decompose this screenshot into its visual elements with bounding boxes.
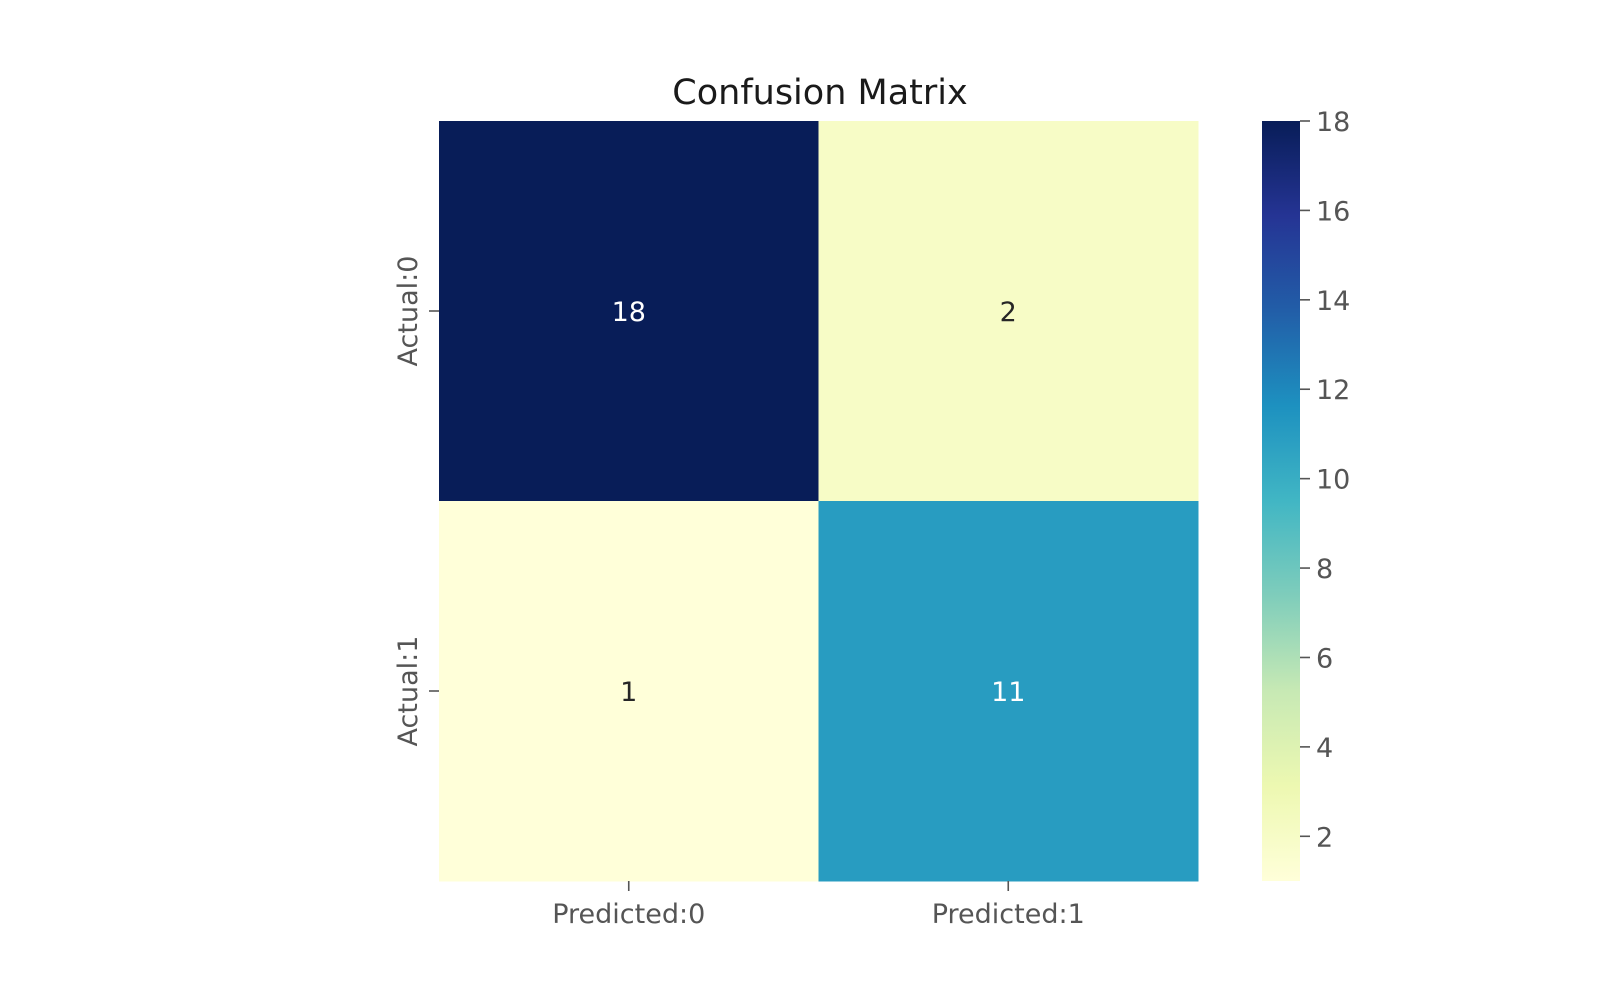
cell-value-label: 18 [612, 297, 646, 328]
colorbar-tick-label: 12 [1316, 375, 1350, 406]
y-axis: Actual:0 Actual:1 [393, 256, 439, 747]
y-tick-label: Actual:0 [393, 256, 424, 367]
chart-title: Confusion Matrix [672, 73, 967, 113]
cell-value-label: 11 [991, 677, 1025, 708]
colorbar-tick-label: 8 [1316, 554, 1333, 585]
heatmap-cell [439, 121, 819, 502]
x-tick-label: Predicted:0 [552, 899, 705, 930]
colorbar-tick-label: 2 [1316, 822, 1333, 853]
colorbar-tick-label: 4 [1316, 733, 1333, 764]
colorbar-tick-label: 14 [1316, 286, 1350, 317]
heatmap-cell [818, 501, 1199, 882]
x-tick-label: Predicted:1 [932, 899, 1085, 930]
colorbar-tick-label: 16 [1316, 196, 1350, 227]
colorbar-ticks: 2 4 6 8 10 12 14 16 18 [1300, 107, 1350, 853]
colorbar-tick-label: 6 [1316, 643, 1333, 674]
heatmap-cell [439, 501, 819, 882]
y-tick-label: Actual:1 [393, 636, 424, 747]
colorbar-tick-label: 10 [1316, 465, 1350, 496]
x-axis: Predicted:0 Predicted:1 [552, 881, 1085, 930]
cell-value-label: 1 [620, 677, 637, 708]
colorbar-tick-label: 18 [1316, 107, 1350, 138]
colorbar [1262, 121, 1300, 881]
cell-value-label: 2 [1000, 297, 1017, 328]
heatmap-cell [818, 121, 1199, 502]
heatmap-cells: 18 21 11 [439, 121, 1199, 882]
